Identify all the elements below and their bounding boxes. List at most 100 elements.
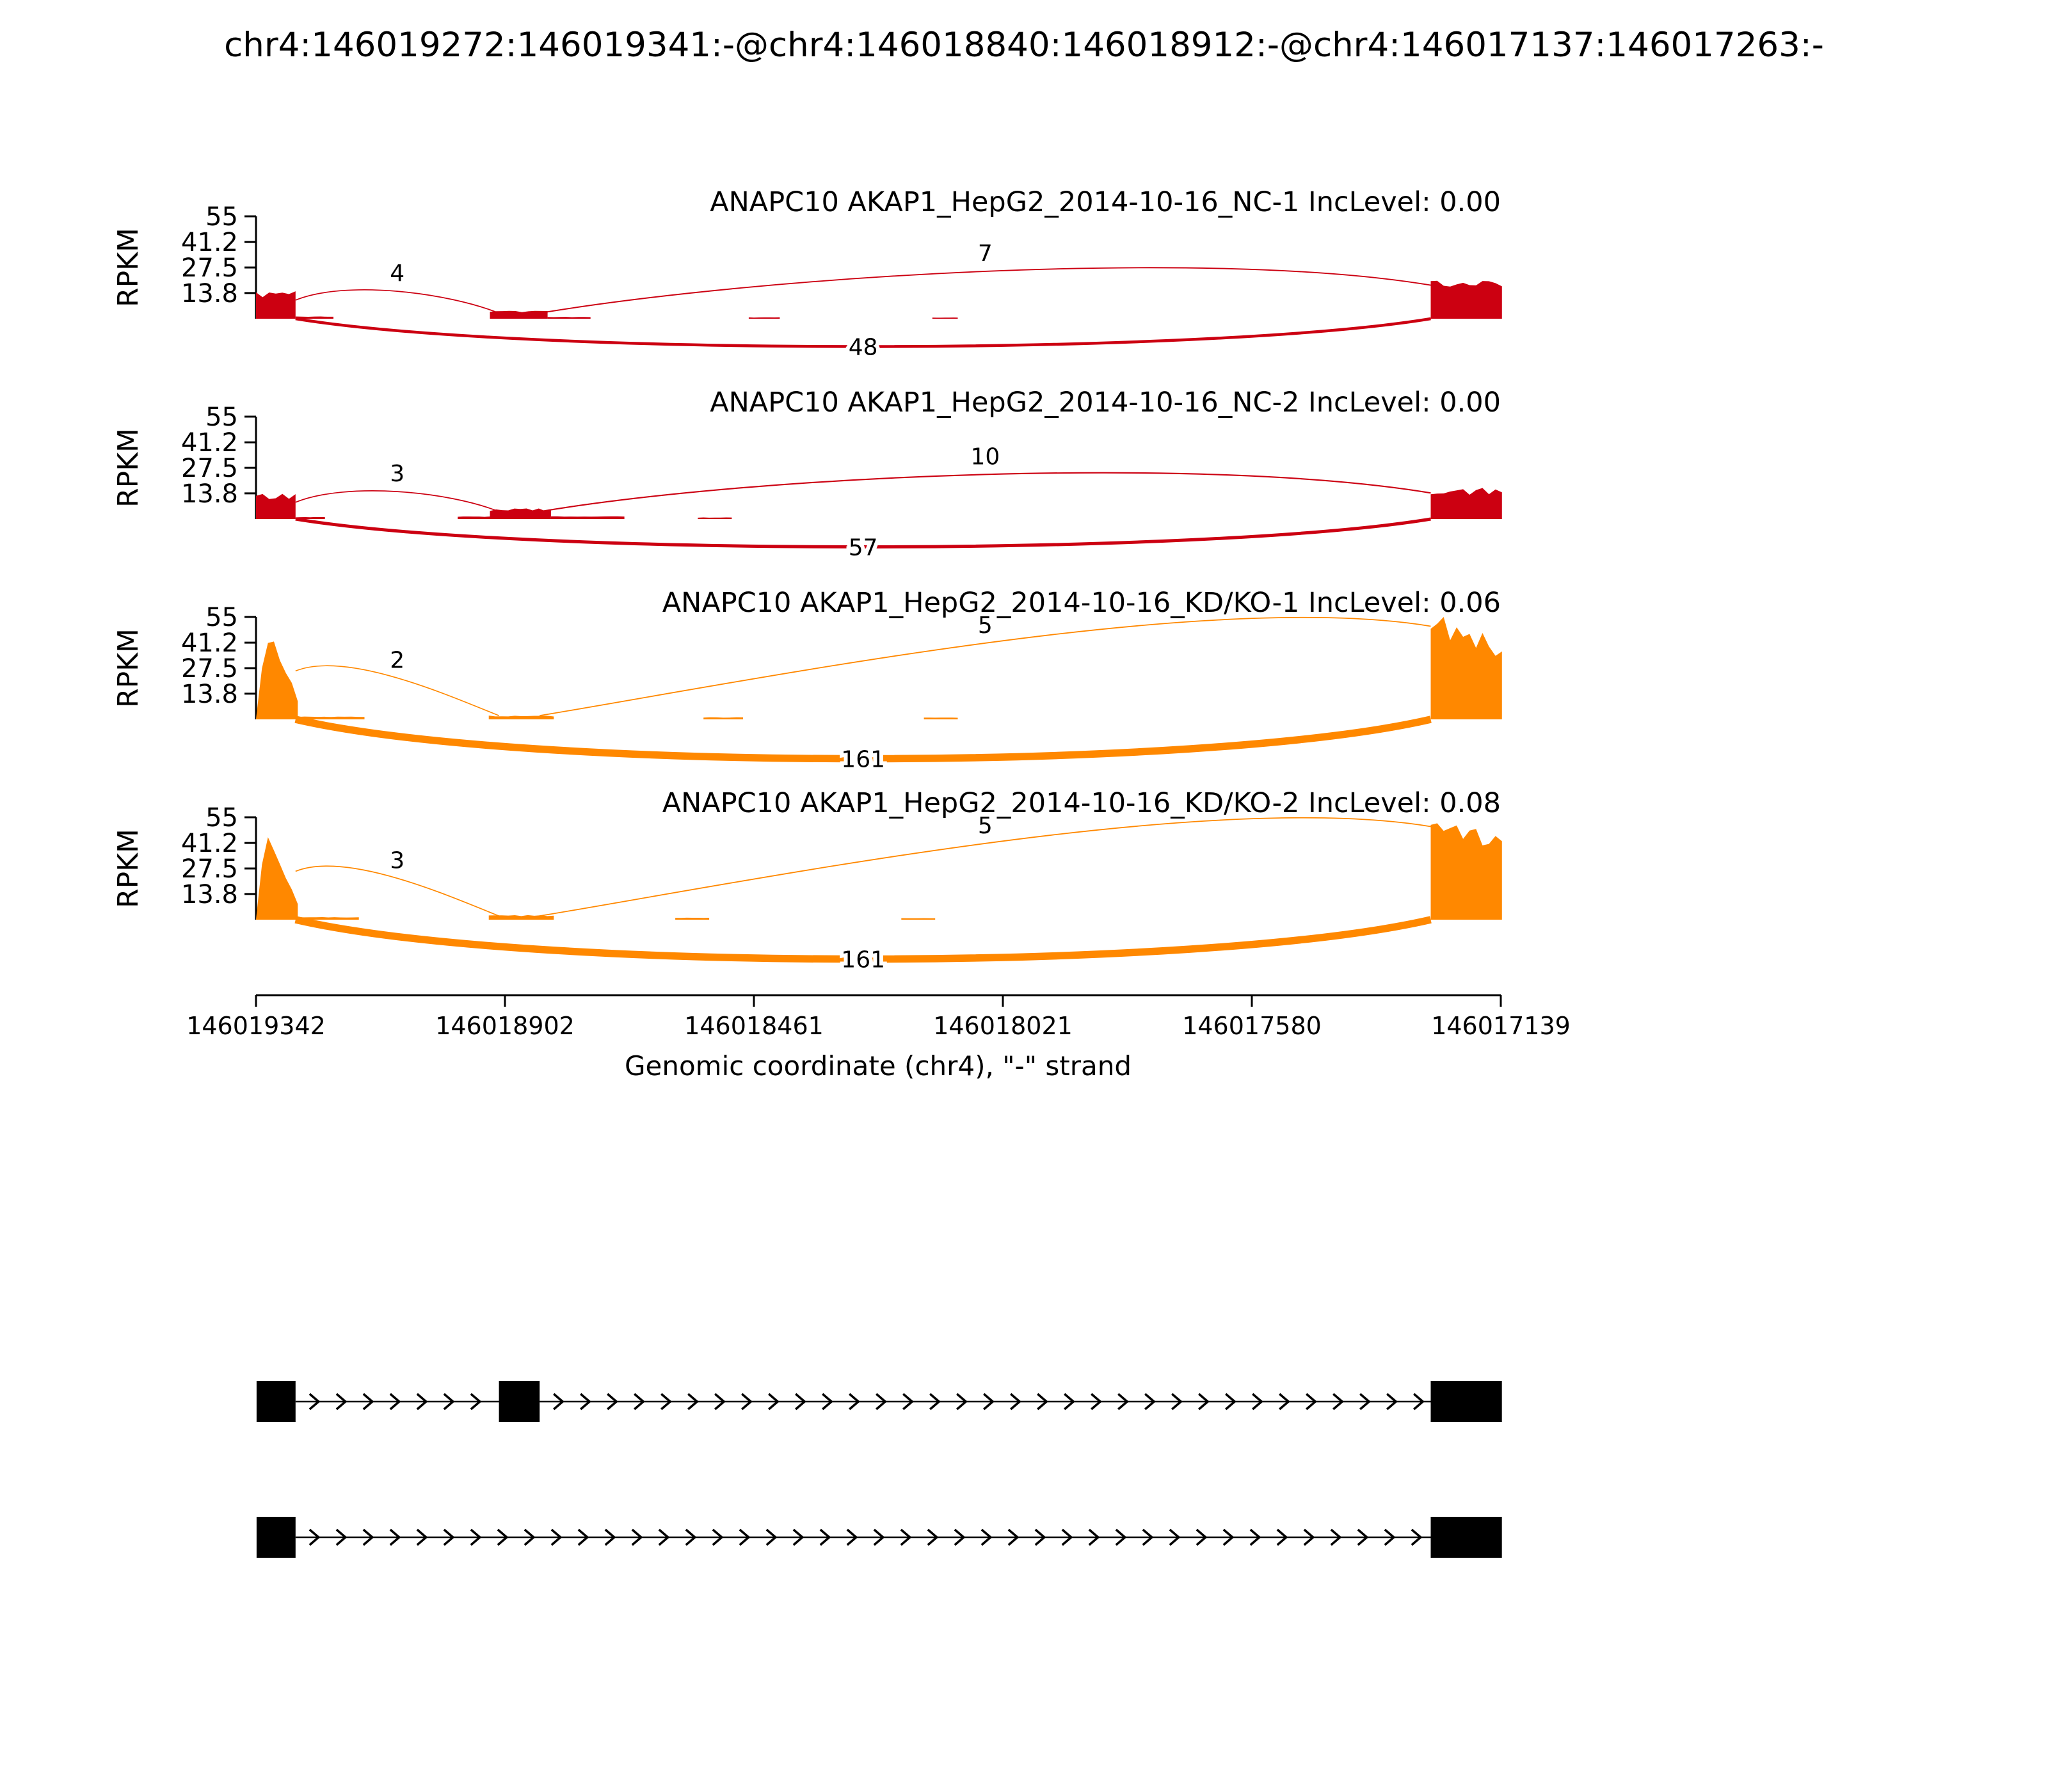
strand-arrow-icon	[1222, 1528, 1235, 1546]
y-tick-label: 55	[205, 202, 238, 232]
strand-arrow-icon	[335, 1528, 348, 1546]
strand-arrow-icon	[1061, 1528, 1073, 1546]
y-axis-title: RPKM	[112, 428, 145, 508]
strand-arrow-icon	[1198, 1393, 1210, 1411]
strand-arrow-icon	[876, 1393, 887, 1411]
strand-arrow-icon	[1252, 1393, 1263, 1411]
strand-arrow-icon	[634, 1393, 645, 1411]
skipped-exon-coverage	[488, 716, 554, 719]
y-tick-label: 13.8	[181, 880, 238, 909]
y-tick-label: 55	[205, 803, 238, 833]
track-title: ANAPC10 AKAP1_HepG2_2014-10-16_NC-1 IncL…	[710, 186, 1501, 218]
intron-signal	[748, 317, 780, 319]
junction-arc	[540, 267, 1431, 314]
junction-arc	[295, 490, 499, 513]
strand-arrow-icon	[983, 1393, 995, 1411]
intron-signal	[901, 918, 936, 920]
exon-box	[1430, 1517, 1502, 1558]
strand-arrow-icon	[470, 1528, 482, 1546]
strand-arrow-icon	[741, 1393, 753, 1411]
strand-arrow-icon	[443, 1528, 455, 1546]
strand-arrow-icon	[1115, 1528, 1127, 1546]
y-tick-label: 27.5	[181, 854, 238, 884]
strand-arrow-icon	[604, 1528, 616, 1546]
strand-arrow-icon	[524, 1528, 536, 1546]
junction-arc	[295, 289, 499, 314]
strand-arrow-icon	[1196, 1528, 1208, 1546]
strand-arrow-icon	[362, 1528, 374, 1546]
strand-arrow-icon	[822, 1393, 833, 1411]
strand-arrow-icon	[1142, 1528, 1154, 1546]
strand-arrow-icon	[362, 1393, 374, 1411]
intron-readthrough	[547, 317, 591, 319]
intron-signal	[675, 917, 710, 920]
junction-arc	[540, 472, 1431, 513]
junction-arc	[295, 865, 499, 916]
figure-title: chr4:146019272:146019341:-@chr4:14601884…	[224, 26, 1824, 65]
junction-arc	[294, 916, 1432, 963]
upstream-exon-coverage	[256, 291, 296, 319]
strand-arrow-icon	[849, 1393, 860, 1411]
junction-count: 7	[978, 241, 993, 267]
strand-arrow-icon	[416, 1393, 428, 1411]
intron-readthrough	[295, 516, 325, 519]
downstream-exon-coverage	[1430, 488, 1502, 519]
strand-arrow-icon	[768, 1393, 780, 1411]
strand-arrow-icon	[687, 1393, 699, 1411]
strand-arrow-icon	[577, 1528, 589, 1546]
junction-count: 4	[390, 260, 404, 287]
strand-arrow-icon	[819, 1528, 831, 1546]
strand-arrow-icon	[1117, 1393, 1129, 1411]
y-tick-label: 13.8	[181, 279, 238, 308]
y-tick-label: 27.5	[181, 454, 238, 483]
upstream-exon-coverage	[256, 641, 298, 719]
strand-arrow-icon	[1088, 1528, 1100, 1546]
strand-arrow-icon	[335, 1393, 348, 1411]
strand-arrow-icon	[846, 1528, 858, 1546]
strand-arrow-icon	[739, 1528, 751, 1546]
intron-signal	[924, 717, 958, 719]
strand-arrow-icon	[1413, 1393, 1425, 1411]
y-axis-title: RPKM	[112, 628, 145, 708]
junction-count: 5	[978, 612, 993, 639]
upstream-exon-coverage	[256, 493, 296, 519]
y-tick-label: 41.2	[181, 829, 238, 858]
strand-arrow-icon	[416, 1528, 428, 1546]
inclusion-isoform	[256, 1381, 1502, 1422]
strand-arrow-icon	[927, 1528, 939, 1546]
strand-arrow-icon	[308, 1393, 321, 1411]
strand-arrow-icon	[792, 1528, 804, 1546]
y-axis-title: RPKM	[112, 228, 145, 307]
sashimi-track-1: ANAPC10 AKAP1_HepG2_2014-10-16_NC-1 IncL…	[112, 186, 1502, 365]
strand-arrow-icon	[550, 1528, 563, 1546]
intron-readthrough	[550, 516, 625, 519]
strand-arrow-icon	[1279, 1393, 1290, 1411]
strand-arrow-icon	[553, 1393, 564, 1411]
intron-signal	[703, 717, 743, 719]
strand-arrow-icon	[1411, 1528, 1423, 1546]
y-tick-label: 13.8	[181, 479, 238, 509]
junction-arc	[295, 665, 499, 716]
sashimi-track-3: ANAPC10 AKAP1_HepG2_2014-10-16_KD/KO-1 I…	[112, 587, 1502, 777]
y-tick-label: 55	[205, 603, 238, 632]
strand-arrow-icon	[954, 1528, 966, 1546]
junction-arc	[540, 817, 1431, 917]
junction-count: 161	[841, 947, 885, 973]
strand-arrow-icon	[795, 1393, 806, 1411]
strand-arrow-icon	[443, 1393, 455, 1411]
junction-arc	[295, 317, 1431, 348]
intron-signal	[698, 517, 732, 519]
strand-arrow-icon	[900, 1528, 912, 1546]
downstream-exon-coverage	[1430, 280, 1502, 319]
exon-box	[499, 1381, 540, 1422]
strand-arrow-icon	[1249, 1528, 1261, 1546]
strand-arrow-icon	[631, 1528, 643, 1546]
strand-arrow-icon	[389, 1528, 401, 1546]
strand-arrow-icon	[712, 1528, 724, 1546]
strand-arrow-icon	[1303, 1528, 1315, 1546]
exon-box	[256, 1517, 296, 1558]
strand-arrow-icon	[1091, 1393, 1102, 1411]
junction-arc	[295, 517, 1431, 548]
junction-arc	[540, 616, 1431, 717]
